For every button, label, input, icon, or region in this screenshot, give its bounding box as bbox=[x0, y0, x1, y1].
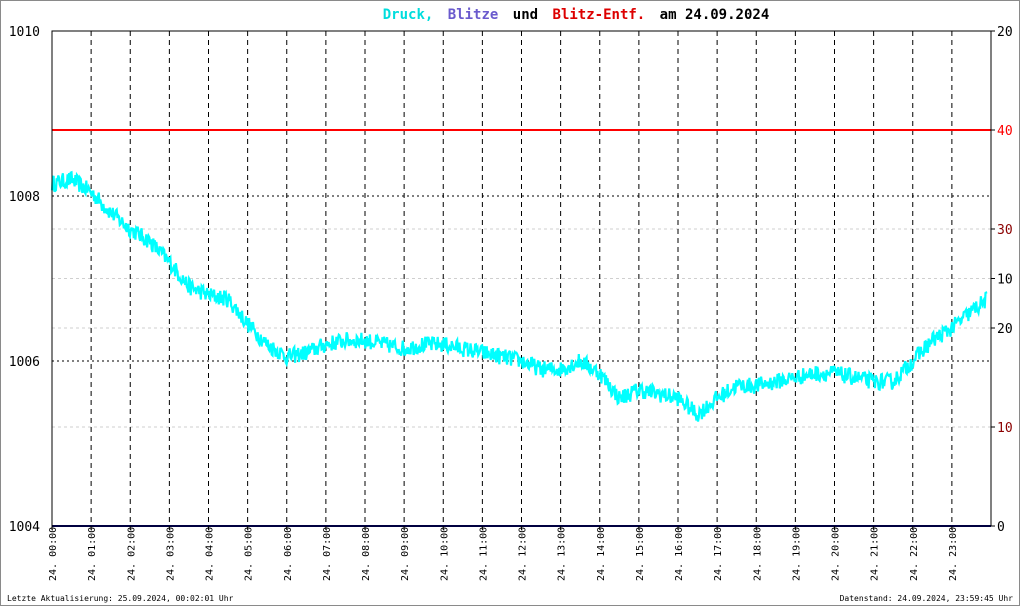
title-druck: Druck, bbox=[383, 7, 434, 23]
y-right-tick-label: 0 bbox=[997, 520, 1005, 535]
x-tick-label: 24. 01:00 bbox=[87, 527, 98, 581]
x-tick-label: 24. 02:00 bbox=[126, 527, 137, 581]
x-tick-label: 24. 08:00 bbox=[361, 527, 372, 581]
y-left-tick-label: 1004 bbox=[9, 520, 40, 535]
x-tick-label: 24. 23:00 bbox=[948, 527, 959, 581]
x-tick-label: 24. 22:00 bbox=[909, 527, 920, 581]
x-tick-label: 24. 11:00 bbox=[478, 527, 489, 581]
grid-layer bbox=[52, 31, 991, 526]
x-tick-label: 24. 13:00 bbox=[557, 527, 568, 581]
x-tick-label: 24. 20:00 bbox=[831, 527, 842, 581]
title-date: am 24.09.2024 bbox=[660, 7, 770, 23]
x-tick-label: 24. 15:00 bbox=[635, 527, 646, 581]
x-tick-label: 24. 19:00 bbox=[791, 527, 802, 581]
y-right-tick-label: 10 bbox=[997, 273, 1013, 288]
x-tick-label: 24. 16:00 bbox=[674, 527, 685, 581]
y-right-tick-label: 10 bbox=[997, 421, 1013, 436]
y-right-tick-label: 20 bbox=[997, 25, 1013, 40]
x-tick-label: 24. 12:00 bbox=[518, 527, 529, 581]
x-tick-label: 24. 09:00 bbox=[400, 527, 411, 581]
x-tick-label: 24. 18:00 bbox=[752, 527, 763, 581]
y-left-tick-label: 1006 bbox=[9, 355, 40, 370]
y-left-tick-label: 1008 bbox=[9, 190, 40, 205]
chart-title: Druck, Blitze und Blitz-Entf. am 24.09.2… bbox=[383, 7, 770, 23]
footer-data-status: Datenstand: 24.09.2024, 23:59:45 Uhr bbox=[840, 594, 1014, 603]
x-tick-label: 24. 14:00 bbox=[596, 527, 607, 581]
x-tick-label: 24. 21:00 bbox=[870, 527, 881, 581]
x-tick-label: 24. 06:00 bbox=[283, 527, 294, 581]
x-tick-label: 24. 10:00 bbox=[439, 527, 450, 581]
title-blitz-entf: Blitz-Entf. bbox=[553, 7, 646, 23]
x-tick-label: 24. 17:00 bbox=[713, 527, 724, 581]
x-tick-label: 24. 07:00 bbox=[322, 527, 333, 581]
y-left-tick-label: 1010 bbox=[9, 25, 40, 40]
title-blitze: Blitze bbox=[448, 7, 499, 23]
x-tick-label: 24. 00:00 bbox=[48, 527, 59, 581]
y-right-tick-label: 30 bbox=[997, 223, 1013, 238]
axis-layer: 24. 00:00 24. 01:00 24. 02:00 24. 03:00 24. … bbox=[9, 25, 1013, 581]
x-tick-label: 24. 03:00 bbox=[165, 527, 176, 581]
y-right-tick-label: 20 bbox=[997, 322, 1013, 337]
title-und: und bbox=[513, 7, 538, 23]
series-line-druck bbox=[50, 170, 988, 422]
y-right-tick-label: 40 bbox=[997, 124, 1013, 139]
footer-last-update: Letzte Aktualisierung: 25.09.2024, 00:02… bbox=[7, 594, 234, 603]
x-tick-label: 24. 05:00 bbox=[244, 527, 255, 581]
x-tick-label: 24. 04:00 bbox=[205, 527, 216, 581]
